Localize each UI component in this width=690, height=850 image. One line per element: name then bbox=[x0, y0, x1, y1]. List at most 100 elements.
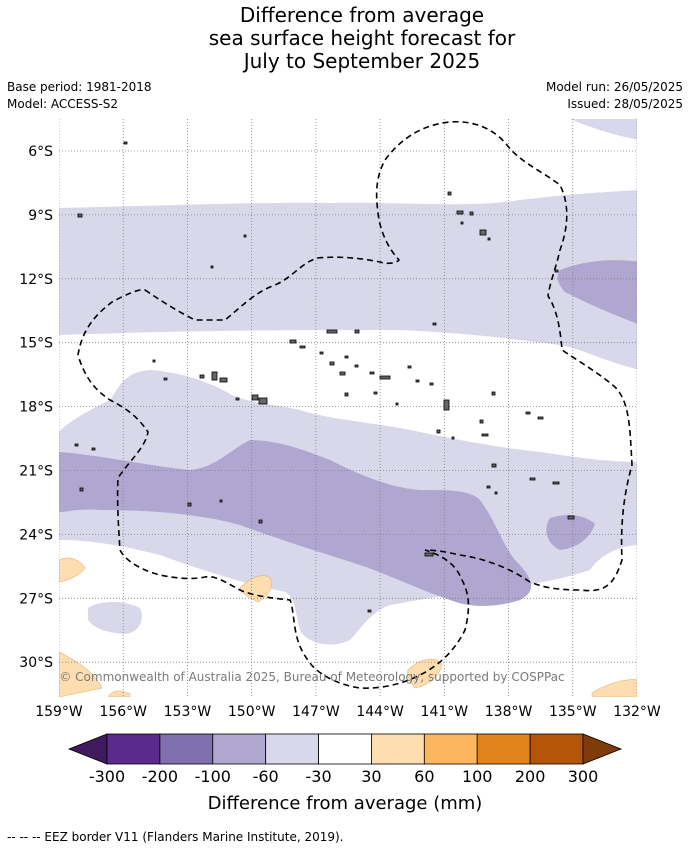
island bbox=[429, 382, 434, 386]
island bbox=[235, 397, 240, 401]
eez-legend: -- -- -- EEZ border V11 (Flanders Marine… bbox=[7, 830, 344, 844]
longitude-label: 159°W bbox=[35, 704, 83, 720]
colorbar-swatch bbox=[212, 733, 267, 765]
island bbox=[91, 447, 96, 451]
longitude-label: 132°W bbox=[613, 704, 661, 720]
island bbox=[289, 339, 297, 344]
title-line-2: sea surface height forecast for bbox=[208, 26, 516, 50]
longitude-labels: 159°W 156°W 153°W 150°W 147°W 144°W 141°W 138°W… bbox=[35, 704, 661, 720]
island bbox=[487, 237, 491, 241]
latitude-label: 18°S bbox=[19, 400, 53, 416]
colorbar-swatch bbox=[159, 733, 214, 765]
anomaly-shading bbox=[59, 119, 637, 697]
colorbar-swatch bbox=[371, 733, 425, 765]
island bbox=[479, 229, 487, 236]
anomaly-region-south-edge-positive bbox=[107, 690, 131, 697]
colorbar-label: -100 bbox=[195, 767, 231, 786]
island bbox=[163, 377, 168, 381]
island bbox=[395, 402, 399, 406]
island bbox=[339, 371, 346, 376]
eez-borders bbox=[77, 120, 633, 689]
title-line-3: July to September 2025 bbox=[243, 49, 481, 73]
island bbox=[211, 371, 218, 381]
anomaly-region-central-positive bbox=[239, 575, 272, 603]
island bbox=[529, 477, 536, 481]
island bbox=[491, 391, 496, 396]
latitude-label: 21°S bbox=[19, 464, 53, 480]
longitude-label: 153°W bbox=[164, 704, 212, 720]
island bbox=[210, 265, 214, 269]
eez-border-main bbox=[77, 120, 633, 689]
longitude-label: 141°W bbox=[421, 704, 469, 720]
model-run: Model run: 26/05/2025 bbox=[545, 80, 683, 94]
island bbox=[447, 191, 452, 196]
island bbox=[326, 329, 338, 334]
colorbar-swatch bbox=[423, 733, 478, 765]
colorbar-label: 30 bbox=[361, 767, 381, 786]
anomaly-region-southwest-patch bbox=[88, 602, 142, 634]
latitude-label: 12°S bbox=[19, 272, 53, 288]
island bbox=[299, 345, 306, 349]
island bbox=[219, 377, 228, 383]
island bbox=[537, 416, 544, 420]
island bbox=[152, 359, 156, 363]
island bbox=[344, 392, 349, 397]
island bbox=[554, 269, 559, 273]
colorbar-label: 300 bbox=[568, 767, 599, 786]
island bbox=[469, 211, 474, 216]
island bbox=[258, 519, 263, 524]
issued-date: Issued: 28/05/2025 bbox=[567, 97, 683, 111]
island bbox=[424, 552, 434, 557]
island bbox=[443, 399, 450, 411]
island bbox=[481, 433, 489, 437]
anomaly-region-east-patch bbox=[546, 514, 595, 550]
island bbox=[354, 364, 359, 368]
island bbox=[486, 485, 491, 489]
island bbox=[123, 141, 128, 145]
island bbox=[79, 487, 84, 492]
colorbar-swatch bbox=[106, 733, 161, 765]
island bbox=[407, 365, 412, 369]
base-period: Base period: 1981-2018 bbox=[7, 80, 152, 94]
anomaly-region-northeast-core bbox=[557, 260, 637, 324]
island bbox=[379, 375, 391, 380]
island bbox=[329, 361, 335, 366]
island bbox=[251, 394, 259, 401]
latitude-label: 15°S bbox=[19, 336, 53, 352]
anomaly-region-north-band bbox=[59, 190, 637, 370]
island bbox=[552, 481, 560, 485]
colorbar-arrow-low bbox=[67, 733, 108, 765]
anomaly-region-southwest-positive bbox=[59, 651, 103, 697]
colorbar-label: -200 bbox=[142, 767, 178, 786]
map-title: Difference from average sea surface heig… bbox=[0, 4, 690, 73]
latitude-label: 6°S bbox=[28, 144, 53, 160]
copyright-notice: © Commonwealth of Australia 2025, Bureau… bbox=[59, 670, 564, 684]
island bbox=[460, 221, 464, 225]
island bbox=[319, 351, 324, 355]
island bbox=[479, 419, 484, 424]
colorbar-label: 200 bbox=[515, 767, 546, 786]
island bbox=[77, 213, 83, 218]
anomaly-region-west-positive bbox=[59, 557, 86, 583]
island bbox=[451, 436, 455, 440]
island bbox=[525, 411, 531, 415]
longitude-label: 135°W bbox=[549, 704, 597, 720]
colorbar-swatch bbox=[318, 733, 372, 765]
model-name: Model: ACCESS-S2 bbox=[7, 97, 119, 111]
anomaly-region-central-core bbox=[59, 440, 532, 606]
island bbox=[187, 502, 192, 507]
island bbox=[219, 499, 223, 503]
island bbox=[74, 443, 79, 447]
anomaly-region-northeast-corner bbox=[570, 119, 637, 140]
island bbox=[243, 234, 247, 238]
island bbox=[199, 374, 205, 379]
longitude-label: 150°W bbox=[228, 704, 276, 720]
longitude-label: 138°W bbox=[485, 704, 533, 720]
island bbox=[436, 429, 441, 434]
island bbox=[373, 391, 378, 395]
colorbar-label: -60 bbox=[253, 767, 279, 786]
run-info: Model run: 26/05/2025 Issued: 28/05/2025 bbox=[546, 79, 683, 113]
colorbar-label: -300 bbox=[89, 767, 125, 786]
colorbar-swatch bbox=[529, 733, 584, 765]
island bbox=[415, 379, 420, 383]
